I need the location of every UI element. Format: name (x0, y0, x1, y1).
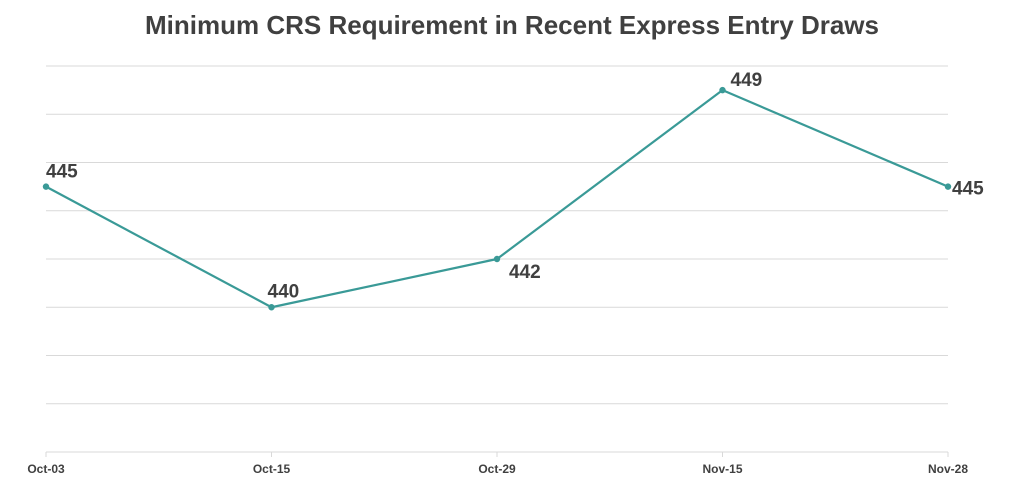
x-tick-label: Oct-03 (27, 462, 65, 476)
x-tick-label: Nov-28 (928, 462, 968, 476)
series-line-group (45, 89, 949, 309)
gridlines (46, 65, 948, 453)
series-line (45, 89, 949, 309)
data-label: 445 (952, 179, 984, 200)
x-tick-label: Nov-15 (702, 462, 742, 476)
data-label: 445 (46, 162, 78, 183)
data-label: 440 (268, 281, 300, 302)
x-tick-label: Oct-15 (253, 462, 291, 476)
x-axis: Oct-03 Oct-15 Oct-29 Nov-15 Nov-28 (27, 452, 968, 476)
data-point (268, 304, 275, 311)
data-label: 442 (509, 262, 541, 283)
data-point (493, 255, 501, 263)
data-labels: 445 440 442 449 445 (46, 70, 984, 302)
chart-title: Minimum CRS Requirement in Recent Expres… (145, 10, 879, 40)
x-tick-label: Oct-29 (478, 462, 516, 476)
data-point (719, 86, 726, 94)
data-label: 449 (731, 70, 763, 91)
data-point (42, 183, 50, 190)
data-point (944, 183, 952, 190)
data-points (42, 86, 952, 311)
